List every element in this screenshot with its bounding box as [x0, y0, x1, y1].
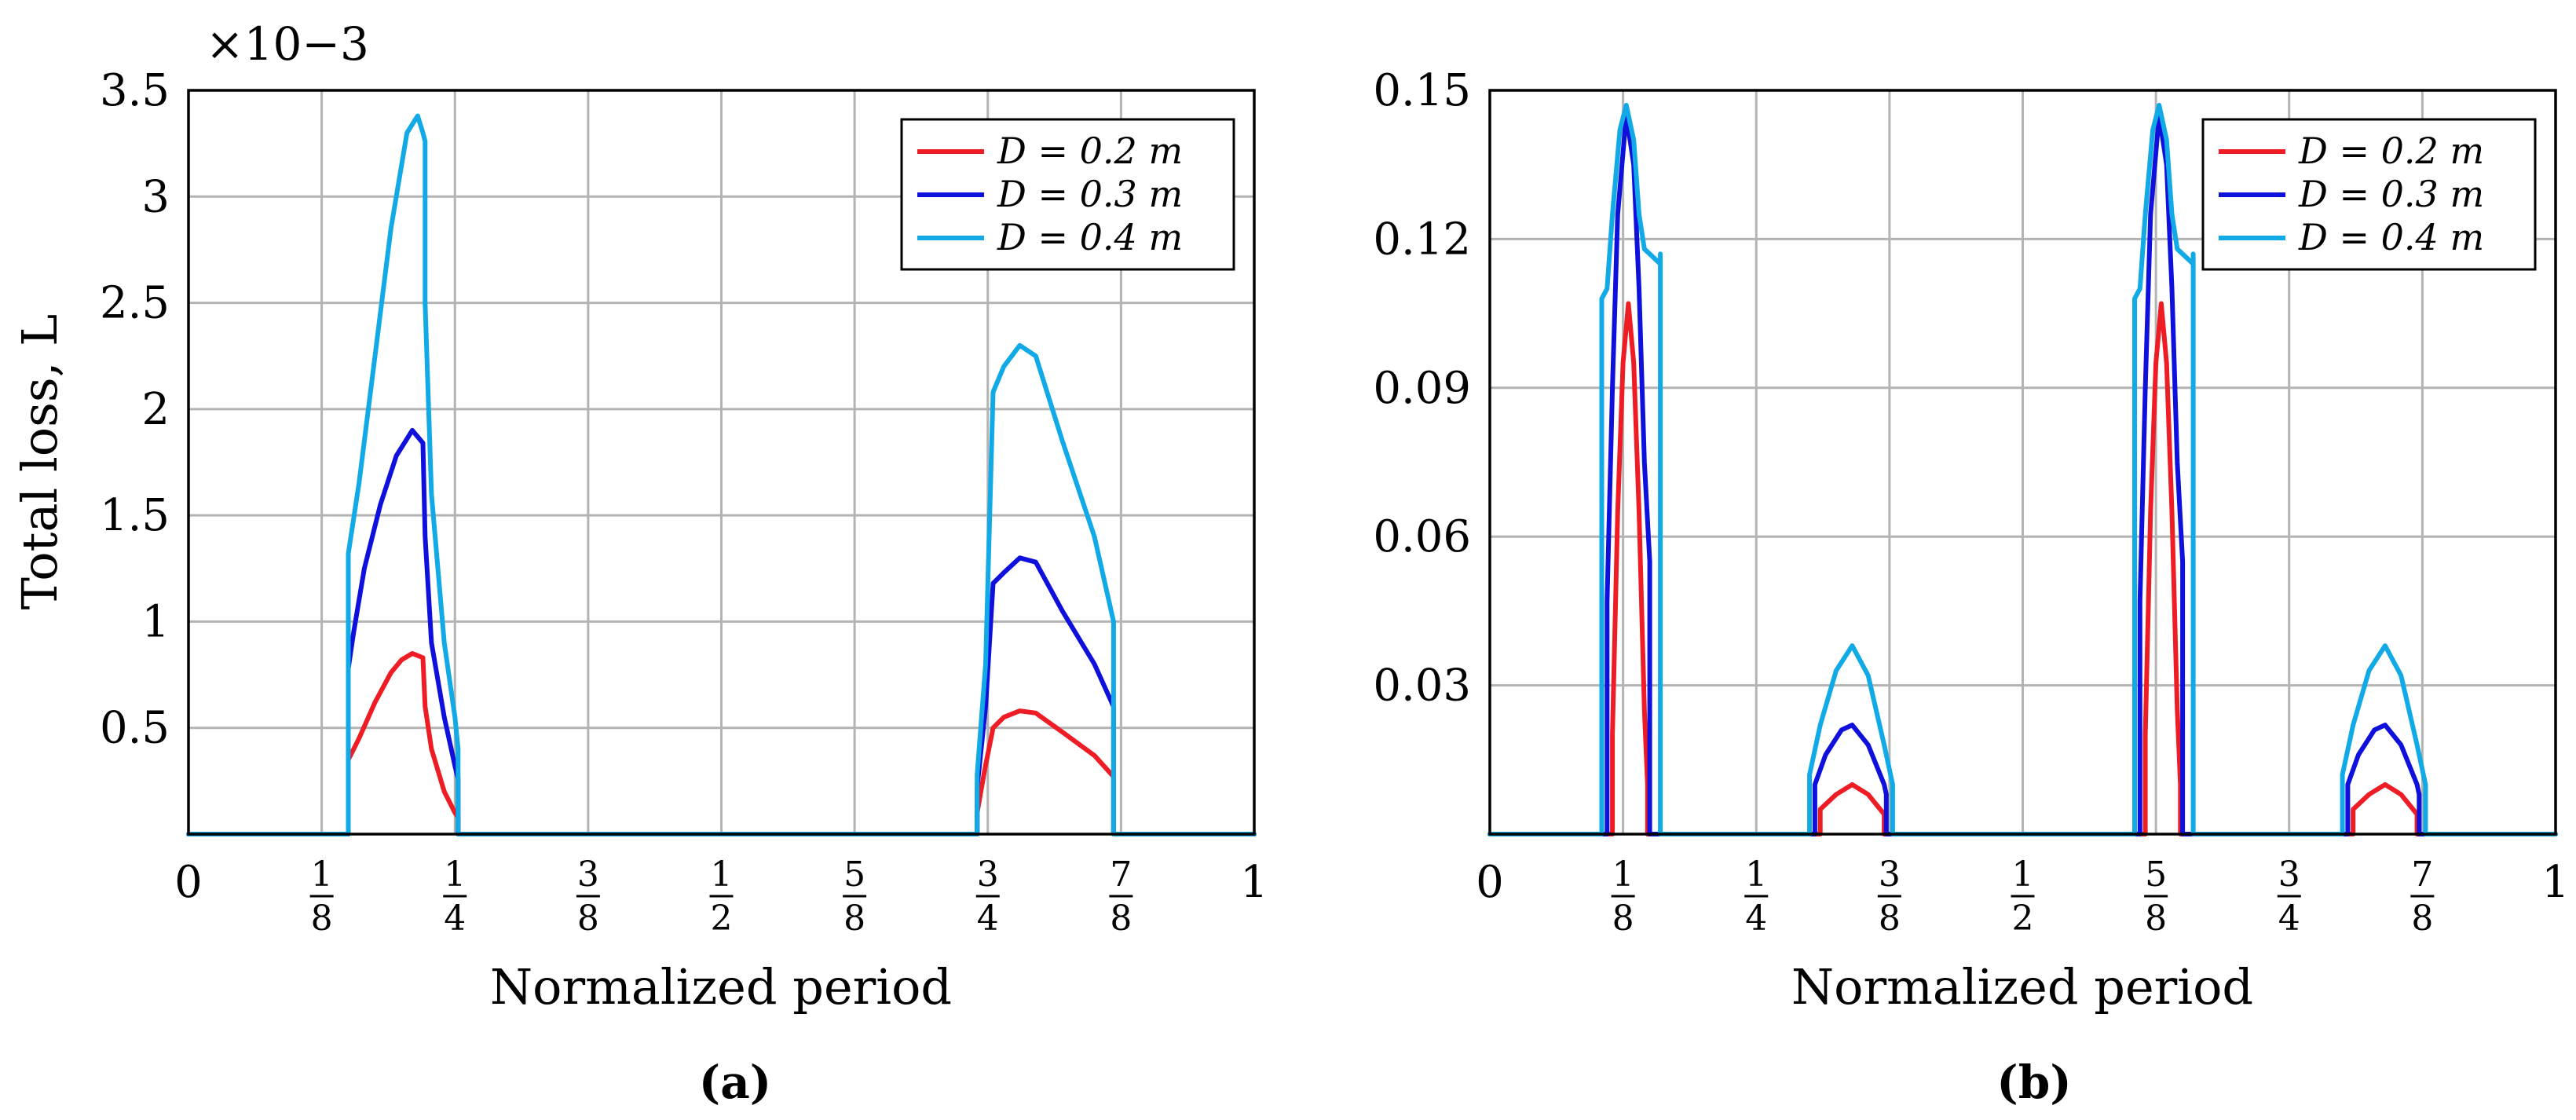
x-tick-den-a-4: 2 [711, 899, 733, 939]
x-tick-num-b-5: 5 [2145, 855, 2167, 895]
y-tick-label-b-1: 0.06 [1373, 511, 1471, 562]
x-tick-b-4: 12 [2011, 855, 2035, 939]
x-tick-den-b-6: 4 [2278, 899, 2300, 939]
x-tick-num-a-2: 1 [444, 855, 466, 895]
x-tick-num-a-5: 5 [843, 855, 865, 895]
x-tick-den-b-7: 8 [2411, 899, 2433, 939]
x-tick-num-a-7: 7 [1110, 855, 1132, 895]
x-tick-b-8: 1 [2541, 857, 2570, 908]
x-tick-a-0: 0 [174, 857, 203, 908]
plot-frame-b [1488, 89, 2557, 836]
legend-label-a-1: D = 0.3 m [997, 173, 1183, 215]
x-tick-num-a-6: 3 [977, 855, 999, 895]
y-tick-label-b-3: 0.12 [1373, 214, 1471, 265]
x-tick-den-a-7: 8 [1110, 899, 1132, 939]
x-tick-b-0: 0 [1476, 857, 1504, 908]
x-tick-label-a-8: 1 [1240, 857, 1268, 908]
legend-a: D = 0.2 m D = 0.3 m D = 0.4 m [900, 118, 1235, 271]
y-ticks-a: 0.5 1 1.5 2 2.5 3 3.5 [100, 65, 170, 754]
x-tick-den-b-2: 4 [1745, 899, 1767, 939]
x-tick-den-b-1: 8 [1612, 899, 1634, 939]
x-tick-den-a-5: 8 [843, 899, 865, 939]
x-tick-num-b-6: 3 [2278, 855, 2300, 895]
x-tick-den-b-3: 8 [1879, 899, 1901, 939]
series-line-a-2 [186, 113, 1257, 836]
x-tick-num-a-3: 3 [577, 855, 599, 895]
y-tick-label-a-3: 2 [141, 384, 170, 435]
x-tick-a-8: 1 [1240, 857, 1268, 908]
x-tick-a-1: 18 [309, 855, 334, 939]
y-scale-note-a: ×10−3 [206, 17, 369, 71]
x-tick-den-a-3: 8 [577, 899, 599, 939]
x-tick-a-3: 38 [576, 855, 600, 939]
x-tick-a-6: 34 [975, 855, 1000, 939]
x-tick-b-5: 58 [2144, 855, 2168, 939]
y-tick-label-a-2: 1.5 [100, 490, 170, 541]
x-axis-label-b: Normalized period [1791, 958, 2253, 1016]
series-group-a [186, 113, 1257, 836]
x-tick-label-b-0: 0 [1476, 857, 1504, 908]
y-tick-label-a-1: 1 [141, 596, 170, 647]
y-axis-label-a: Total loss, L [11, 314, 68, 610]
x-tick-b-1: 18 [1611, 855, 1635, 939]
panel-caption-b: (b) [1996, 1056, 2071, 1109]
x-axis-label-a: Normalized period [490, 958, 952, 1016]
x-tick-label-a-0: 0 [174, 857, 203, 908]
y-tick-label-b-2: 0.09 [1373, 363, 1471, 414]
x-tick-b-6: 34 [2277, 855, 2301, 939]
x-tick-num-b-7: 7 [2411, 855, 2433, 895]
y-tick-label-a-6: 3.5 [100, 65, 170, 116]
legend-label-b-2: D = 0.4 m [2298, 216, 2484, 258]
x-tick-den-a-6: 4 [977, 899, 999, 939]
y-tick-label-a-4: 2.5 [100, 278, 170, 329]
x-tick-num-a-4: 1 [711, 855, 733, 895]
x-tick-num-b-2: 1 [1745, 855, 1767, 895]
y-ticks-b: 0.03 0.06 0.09 0.12 0.15 [1373, 65, 1471, 712]
x-tick-num-a-1: 1 [311, 855, 333, 895]
legend-label-b-0: D = 0.2 m [2298, 130, 2484, 172]
legend-b: D = 0.2 m D = 0.3 m D = 0.4 m [2201, 118, 2537, 271]
x-tick-a-4: 12 [709, 855, 734, 939]
y-tick-label-b-0: 0.03 [1373, 661, 1471, 712]
x-tick-num-b-1: 1 [1612, 855, 1634, 895]
x-tick-num-b-3: 3 [1879, 855, 1901, 895]
x-tick-den-b-4: 2 [2012, 899, 2034, 939]
x-tick-a-5: 58 [843, 855, 867, 939]
plot-frame-a [187, 89, 1256, 836]
legend-label-a-0: D = 0.2 m [997, 130, 1183, 172]
x-tick-den-b-5: 8 [2145, 899, 2167, 939]
x-tick-b-7: 78 [2410, 855, 2435, 939]
legend-label-a-2: D = 0.4 m [997, 216, 1183, 258]
x-tick-num-b-4: 1 [2012, 855, 2034, 895]
x-tick-b-2: 14 [1744, 855, 1769, 939]
panel-caption-a: (a) [699, 1056, 771, 1109]
y-tick-label-a-0: 0.5 [100, 703, 170, 754]
x-tick-b-3: 38 [1877, 855, 1901, 939]
y-tick-label-a-5: 3 [141, 171, 170, 222]
x-tick-den-a-2: 4 [444, 899, 466, 939]
y-tick-label-b-4: 0.15 [1373, 65, 1471, 116]
x-tick-den-a-1: 8 [311, 899, 333, 939]
x-tick-a-2: 14 [443, 855, 467, 939]
x-tick-label-b-8: 1 [2541, 857, 2570, 908]
x-tick-a-7: 78 [1109, 855, 1133, 939]
legend-label-b-1: D = 0.3 m [2298, 173, 2484, 215]
